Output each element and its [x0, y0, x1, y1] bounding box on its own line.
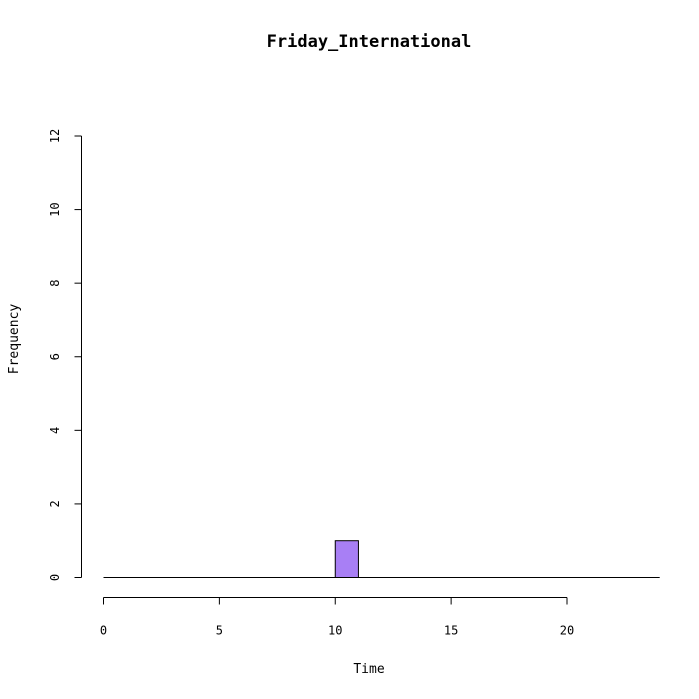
bars-group — [103, 540, 660, 578]
x-axis-label: Time — [353, 662, 384, 677]
x-tick-label: 10 — [328, 624, 342, 638]
x-tick-label: 5 — [216, 624, 223, 638]
y-axis-label: Frequency — [7, 304, 22, 375]
y-tick-label: 8 — [48, 280, 62, 287]
y-tick-label: 0 — [48, 574, 62, 581]
y-tick-label: 12 — [48, 129, 62, 143]
histogram-bar — [334, 540, 359, 578]
y-axis: 0 2 4 6 8 10 12 — [48, 129, 82, 581]
x-tick-label: 15 — [444, 624, 458, 638]
x-tick-label: 20 — [560, 624, 574, 638]
y-tick-label: 2 — [48, 500, 62, 507]
x-axis: 0 5 10 15 20 — [100, 597, 574, 638]
y-tick-label: 10 — [48, 202, 62, 216]
y-tick-label: 4 — [48, 427, 62, 434]
y-tick-label: 6 — [48, 353, 62, 360]
chart-title: Friday_International — [267, 32, 472, 52]
x-tick-label: 0 — [100, 624, 107, 638]
